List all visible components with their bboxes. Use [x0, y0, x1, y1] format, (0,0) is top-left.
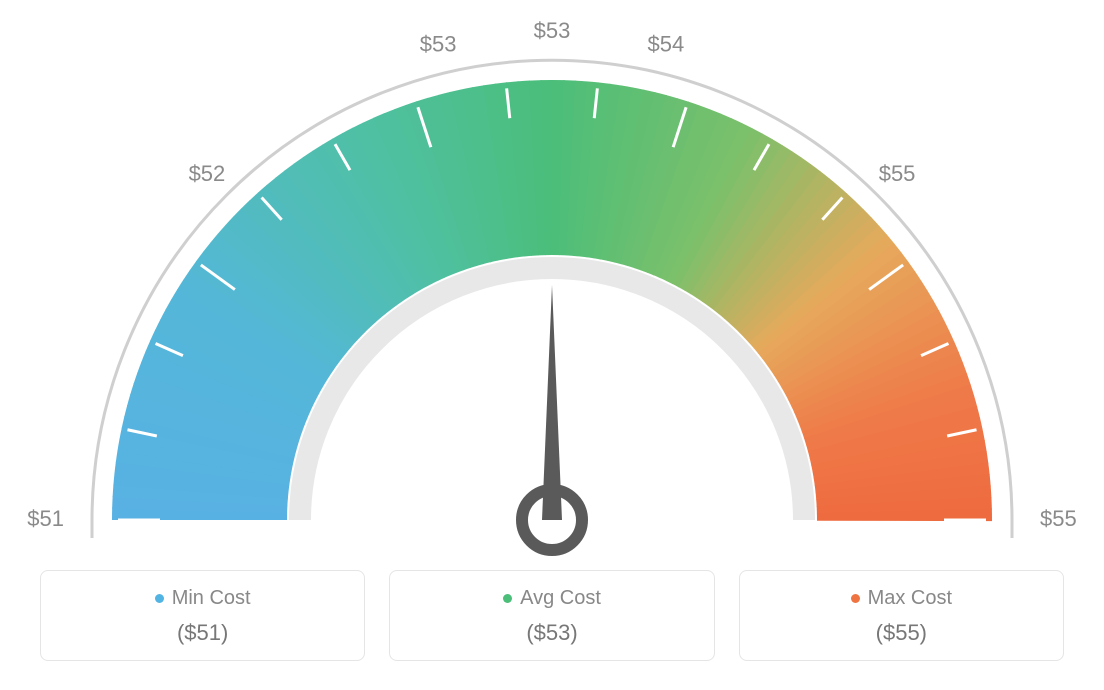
- legend-title-avg: Avg Cost: [503, 587, 601, 610]
- gauge-svg: $51 $52 $53 $53 $54 $55 $55: [0, 0, 1104, 560]
- svg-text:$53: $53: [534, 18, 571, 43]
- legend-dot-min: [155, 594, 164, 603]
- gauge-chart: $51 $52 $53 $53 $54 $55 $55: [0, 0, 1104, 560]
- svg-text:$52: $52: [189, 161, 226, 186]
- legend-card-max: Max Cost ($55): [739, 570, 1064, 661]
- legend-value-avg: ($53): [400, 620, 703, 646]
- svg-text:$53: $53: [420, 31, 457, 56]
- legend-value-min: ($51): [51, 620, 354, 646]
- svg-text:$51: $51: [27, 506, 64, 531]
- legend-card-min: Min Cost ($51): [40, 570, 365, 661]
- legend-label-min: Min Cost: [172, 587, 251, 610]
- legend-row: Min Cost ($51) Avg Cost ($53) Max Cost (…: [0, 570, 1104, 661]
- legend-title-max: Max Cost: [851, 587, 952, 610]
- legend-dot-avg: [503, 594, 512, 603]
- svg-text:$55: $55: [879, 161, 916, 186]
- legend-label-avg: Avg Cost: [520, 587, 601, 610]
- svg-text:$55: $55: [1040, 506, 1077, 531]
- legend-card-avg: Avg Cost ($53): [389, 570, 714, 661]
- legend-dot-max: [851, 594, 860, 603]
- legend-title-min: Min Cost: [155, 587, 251, 610]
- legend-value-max: ($55): [750, 620, 1053, 646]
- svg-text:$54: $54: [648, 31, 685, 56]
- legend-label-max: Max Cost: [868, 587, 952, 610]
